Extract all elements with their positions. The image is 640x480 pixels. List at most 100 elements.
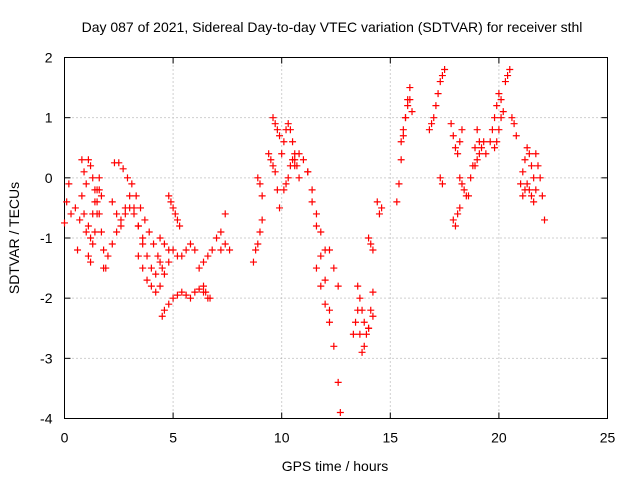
data-point xyxy=(256,180,264,188)
data-point xyxy=(312,222,320,230)
data-point xyxy=(156,282,164,290)
data-point xyxy=(454,210,462,218)
data-point xyxy=(182,291,190,299)
data-point xyxy=(195,264,203,272)
data-point xyxy=(510,120,518,128)
data-point xyxy=(464,192,472,200)
data-point xyxy=(530,174,538,182)
data-point xyxy=(330,342,338,350)
data-point xyxy=(508,114,516,122)
data-point xyxy=(278,150,286,158)
data-point xyxy=(393,198,401,206)
data-point xyxy=(430,114,438,122)
y-tick-label: 2 xyxy=(45,50,53,66)
data-point xyxy=(89,240,97,248)
data-point xyxy=(451,222,459,230)
data-point xyxy=(295,174,303,182)
data-point xyxy=(158,264,166,272)
data-point xyxy=(378,204,386,212)
data-point xyxy=(356,294,364,302)
x-tick-labels: 0 5 10 15 20 25 xyxy=(61,430,616,446)
data-point xyxy=(317,252,325,260)
data-point xyxy=(399,126,407,134)
data-point xyxy=(202,288,210,296)
data-point xyxy=(221,210,229,218)
data-point xyxy=(108,198,116,206)
data-point xyxy=(82,180,90,188)
data-point xyxy=(538,192,546,200)
data-point xyxy=(280,186,288,194)
data-point xyxy=(325,246,333,254)
y-tick-label: 1 xyxy=(45,110,53,126)
data-point xyxy=(160,240,168,248)
data-point xyxy=(67,210,75,218)
data-point xyxy=(325,318,333,326)
data-point xyxy=(467,174,475,182)
data-point xyxy=(254,174,262,182)
data-point xyxy=(295,150,303,158)
data-point xyxy=(527,192,535,200)
x-tick-label: 20 xyxy=(491,430,507,446)
data-point xyxy=(506,66,514,74)
data-point xyxy=(478,144,486,152)
data-point xyxy=(321,300,329,308)
data-point xyxy=(145,228,153,236)
x-tick-label: 5 xyxy=(169,430,177,446)
data-point xyxy=(436,174,444,182)
data-point xyxy=(349,330,357,338)
data-point xyxy=(152,270,160,278)
data-point xyxy=(308,186,316,194)
data-point xyxy=(273,186,281,194)
data-point xyxy=(173,216,181,224)
data-point xyxy=(397,138,405,146)
data-point xyxy=(491,114,499,122)
data-point xyxy=(200,282,208,290)
data-point xyxy=(395,180,403,188)
data-point xyxy=(95,210,103,218)
x-tick-label: 10 xyxy=(274,430,290,446)
data-point xyxy=(519,168,527,176)
y-axis-label: SDTVAR / TECUs xyxy=(6,182,22,294)
data-point xyxy=(525,150,533,158)
data-point xyxy=(436,78,444,86)
data-point xyxy=(365,324,373,332)
data-point xyxy=(291,156,299,164)
x-tick-label: 15 xyxy=(383,430,399,446)
data-point xyxy=(186,240,194,248)
data-point xyxy=(100,246,108,254)
data-point xyxy=(458,126,466,134)
data-point xyxy=(497,114,505,122)
data-point xyxy=(156,258,164,266)
data-point xyxy=(91,186,99,194)
data-point xyxy=(493,102,501,110)
data-point xyxy=(93,198,101,206)
data-point xyxy=(289,138,297,146)
data-point xyxy=(449,216,457,224)
y-tick-label: -4 xyxy=(40,411,53,427)
data-point xyxy=(471,144,479,152)
data-point xyxy=(525,186,533,194)
data-point xyxy=(206,294,214,302)
data-point xyxy=(213,234,221,242)
data-point xyxy=(536,174,544,182)
x-tick-label: 0 xyxy=(61,430,69,446)
data-point xyxy=(91,228,99,236)
data-point xyxy=(167,198,175,206)
data-point xyxy=(147,282,155,290)
data-point xyxy=(217,228,225,236)
data-point xyxy=(97,228,105,236)
data-point xyxy=(449,132,457,140)
data-point xyxy=(84,252,92,260)
data-point xyxy=(273,126,281,134)
data-point xyxy=(495,126,503,134)
data-point xyxy=(137,204,145,212)
data-point xyxy=(356,330,364,338)
data-point xyxy=(512,132,520,140)
x-axis-label: GPS time / hours xyxy=(282,458,389,474)
y-tick-label: -2 xyxy=(40,290,53,306)
data-point xyxy=(249,258,257,266)
data-point xyxy=(317,282,325,290)
data-point xyxy=(169,204,177,212)
data-point xyxy=(121,210,129,218)
data-point xyxy=(89,174,97,182)
